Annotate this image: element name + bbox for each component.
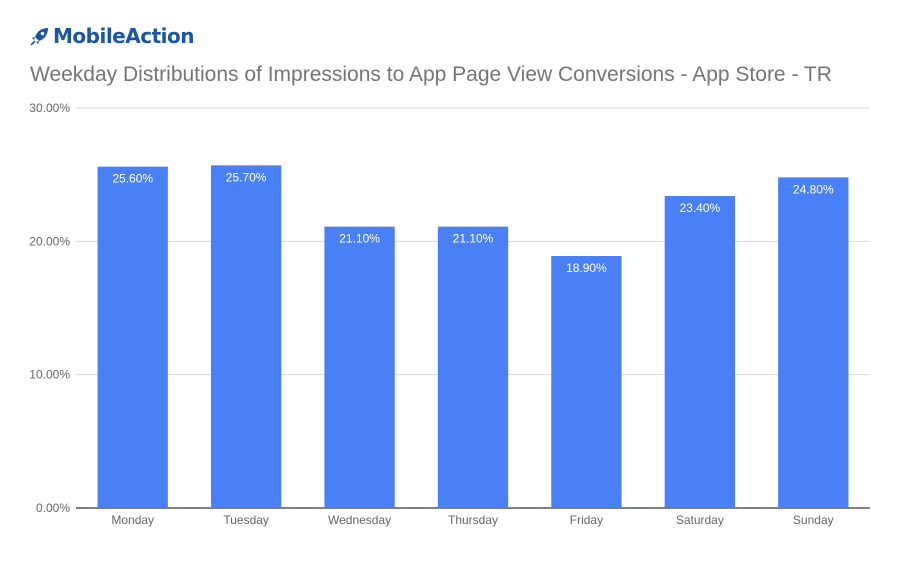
x-tick-label: Sunday xyxy=(793,513,834,527)
x-tick-label: Saturday xyxy=(676,513,724,527)
bars: 25.60% 25.70% 21.10% 21.10% 18.90% 23.40% 24.8… xyxy=(97,165,849,509)
y-tick-label: 0.00% xyxy=(36,501,70,515)
x-tick-label: Wednesday xyxy=(328,513,391,527)
x-tick-label: Thursday xyxy=(448,513,498,527)
y-tick-label: 20.00% xyxy=(29,234,70,248)
brand-name: MobileAction xyxy=(53,24,194,48)
bar-data-label: 21.10% xyxy=(339,232,380,246)
rocket-logo-icon xyxy=(30,28,48,46)
x-tick-label: Tuesday xyxy=(223,513,269,527)
bar xyxy=(437,226,509,508)
bar-data-label: 25.60% xyxy=(112,172,153,186)
bar-data-label: 24.80% xyxy=(793,182,834,196)
bar xyxy=(97,166,168,508)
chart-title: Weekday Distributions of Impressions to … xyxy=(30,63,832,86)
y-tick-label: 30.00% xyxy=(29,101,70,115)
bar xyxy=(210,165,282,509)
x-tick-label: Monday xyxy=(111,513,154,527)
bar xyxy=(324,226,395,508)
x-tick-label: Friday xyxy=(570,513,603,527)
x-axis-ticks: Monday Tuesday Wednesday Thursday Friday Satu… xyxy=(111,513,833,527)
brand-logo: MobileAction xyxy=(30,24,194,48)
bar-data-label: 23.40% xyxy=(680,201,721,215)
bar xyxy=(551,256,622,508)
bar-data-label: 18.90% xyxy=(566,261,607,275)
y-tick-label: 10.00% xyxy=(29,368,70,382)
y-axis-ticks: 0.00% 10.00% 20.00% 30.00% xyxy=(29,101,70,515)
bar-data-label: 25.70% xyxy=(226,170,267,184)
bar xyxy=(778,177,849,509)
bar xyxy=(664,196,736,508)
bar-data-label: 21.10% xyxy=(453,232,494,246)
